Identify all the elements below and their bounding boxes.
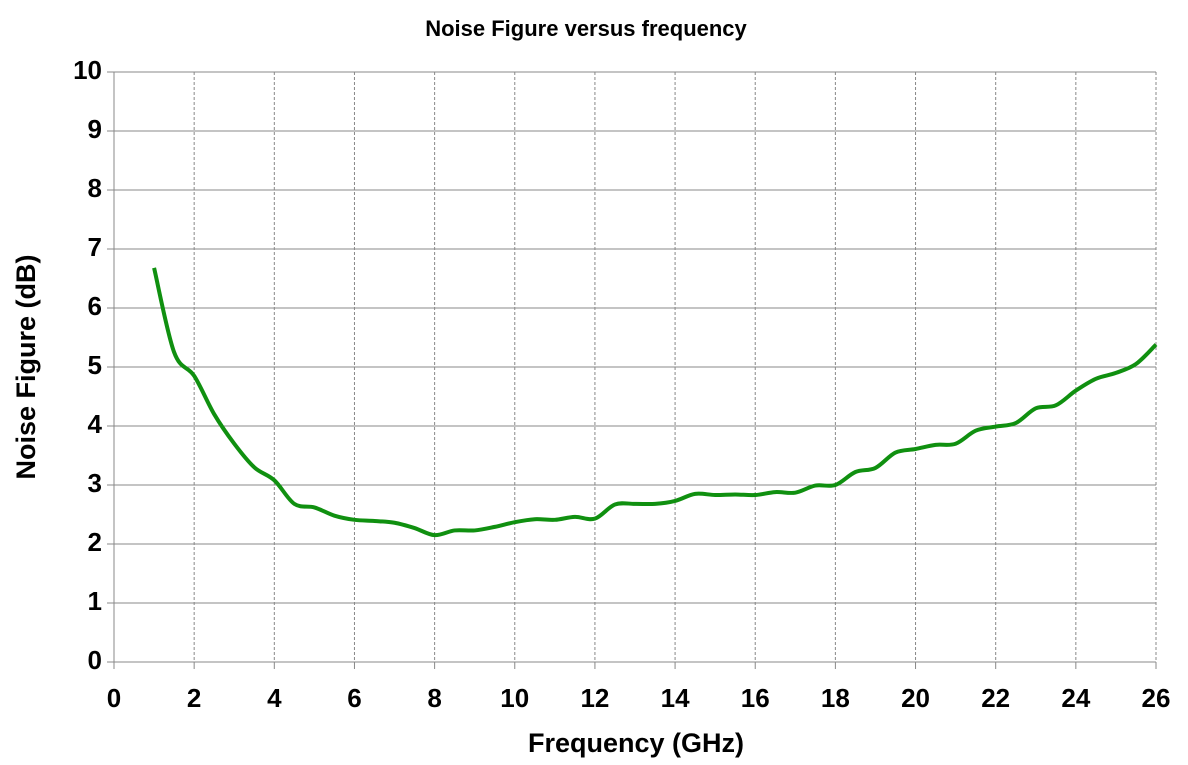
x-tick-label: 18 (821, 683, 850, 713)
x-tick-label: 0 (107, 683, 121, 713)
x-tick-label: 2 (187, 683, 201, 713)
y-tick-label: 8 (88, 173, 102, 203)
x-tick-label: 14 (661, 683, 690, 713)
x-tick-label: 10 (500, 683, 529, 713)
x-tick-label: 8 (427, 683, 441, 713)
x-tick-label: 16 (741, 683, 770, 713)
y-tick-label: 1 (88, 586, 102, 616)
x-tick-label: 22 (981, 683, 1010, 713)
y-tick-label: 7 (88, 232, 102, 262)
y-tick-label: 3 (88, 468, 102, 498)
data-line (152, 267, 1158, 538)
y-tick-label: 2 (88, 527, 102, 557)
y-axis-label: Noise Figure (dB) (11, 254, 41, 479)
x-axis-label: Frequency (GHz) (528, 728, 744, 758)
y-tick-label: 5 (88, 350, 102, 380)
x-tick-label: 24 (1061, 683, 1090, 713)
chart-title: Noise Figure versus frequency (425, 16, 747, 41)
y-tick-label: 0 (88, 645, 102, 675)
x-tick-label: 4 (267, 683, 282, 713)
y-tick-label: 9 (88, 114, 102, 144)
x-tick-label: 12 (580, 683, 609, 713)
x-tick-label: 20 (901, 683, 930, 713)
y-tick-label: 4 (88, 409, 103, 439)
x-tick-label: 6 (347, 683, 361, 713)
x-tick-label: 26 (1142, 683, 1171, 713)
y-tick-label: 6 (88, 291, 102, 321)
y-tick-label: 10 (73, 55, 102, 85)
